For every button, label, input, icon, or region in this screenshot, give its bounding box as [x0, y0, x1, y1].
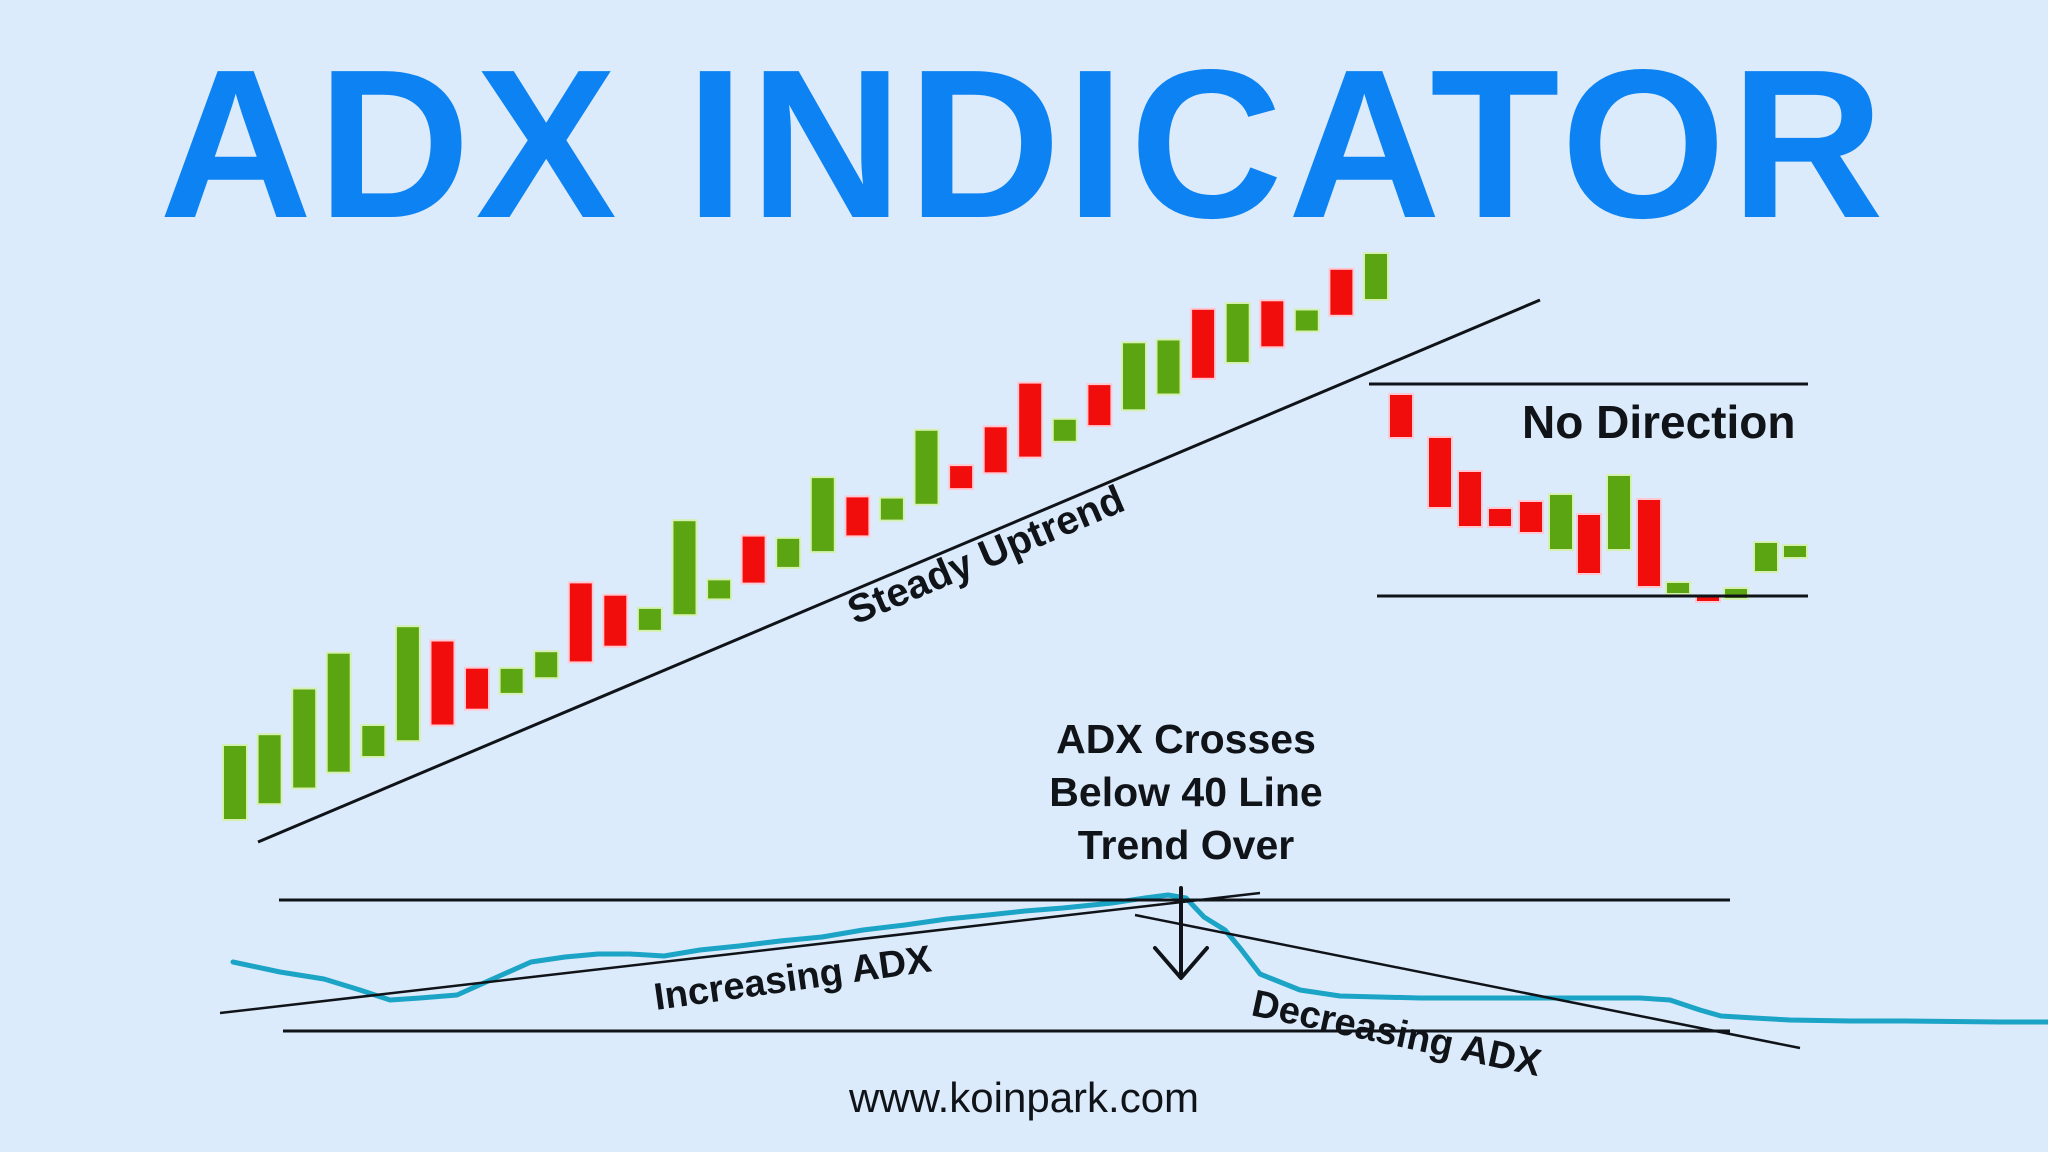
svg-text:Below 40 Line: Below 40 Line [1049, 769, 1322, 815]
svg-text:Trend Over: Trend Over [1078, 822, 1295, 868]
svg-text:No Direction: No Direction [1522, 396, 1795, 448]
svg-text:ADX Crosses: ADX Crosses [1056, 716, 1316, 762]
svg-text:www.koinpark.com: www.koinpark.com [848, 1074, 1199, 1121]
